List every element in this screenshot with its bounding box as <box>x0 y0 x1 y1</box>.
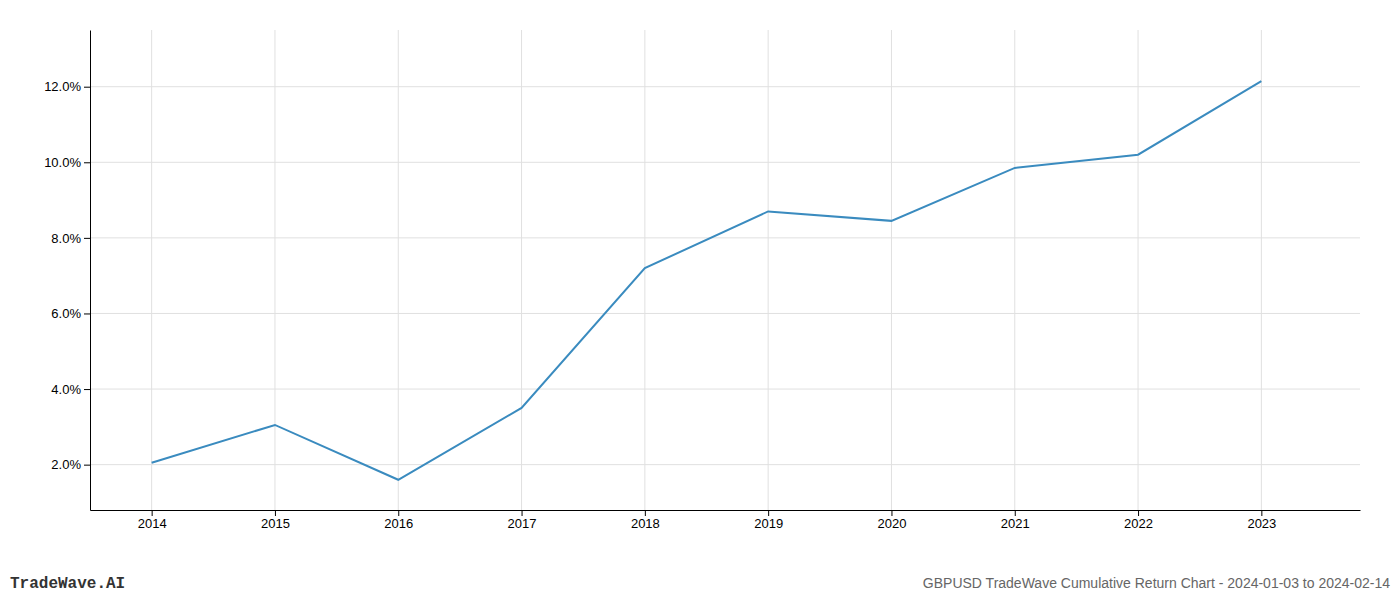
tick-mark <box>84 162 90 163</box>
tick-mark <box>1138 510 1139 516</box>
grid-line <box>1261 30 1262 510</box>
tick-label: 12.0% <box>44 79 81 94</box>
tick-label: 2023 <box>1247 516 1276 531</box>
tick-label: 2022 <box>1124 516 1153 531</box>
tick: 2021 <box>1001 510 1030 531</box>
grid-line <box>521 30 522 510</box>
marks <box>152 81 1262 480</box>
line <box>152 81 1262 480</box>
tick: 2017 <box>508 510 537 531</box>
title: GBPUSD TradeWave Cumulative Return Chart… <box>923 575 1390 591</box>
tick-mark <box>398 510 399 516</box>
tick: 8.0% <box>51 231 90 246</box>
tick-label: 2020 <box>877 516 906 531</box>
grid-line <box>151 30 152 510</box>
plot: 2014 2015 2016 2017 2018 2019 2020 2021 2022 2023… <box>44 30 1360 531</box>
axis-line <box>91 510 1361 511</box>
tick-label: 6.0% <box>51 306 81 321</box>
grid-line <box>1014 30 1015 510</box>
tick: 2023 <box>1247 510 1276 531</box>
tick: 10.0% <box>44 155 90 170</box>
grid-line <box>90 389 1360 390</box>
tick: 2018 <box>631 510 660 531</box>
grid-line <box>90 162 1360 163</box>
tick-label: 2.0% <box>51 457 81 472</box>
tick-label: 8.0% <box>51 231 81 246</box>
tick-label: 10.0% <box>44 155 81 170</box>
grid-line <box>398 30 399 510</box>
tick-mark <box>522 510 523 516</box>
axis-line <box>90 31 91 511</box>
tick-mark <box>1015 510 1016 516</box>
tick: 12.0% <box>44 79 90 94</box>
grid-line <box>1138 30 1139 510</box>
grid-line <box>768 30 769 510</box>
tick-label: 4.0% <box>51 382 81 397</box>
tick: 2016 <box>384 510 413 531</box>
tick-mark <box>1261 510 1262 516</box>
tick-label: 2015 <box>261 516 290 531</box>
tick: 4.0% <box>51 382 90 397</box>
tick-mark <box>84 465 90 466</box>
tick-label: 2017 <box>508 516 537 531</box>
tick-label: 2016 <box>384 516 413 531</box>
chart: 2014 2015 2016 2017 2018 2019 2020 2021 2022 2023… <box>0 0 1400 600</box>
grid-line <box>274 30 275 510</box>
grid-line <box>90 237 1360 238</box>
grid-line <box>90 313 1360 314</box>
tick-mark <box>84 238 90 239</box>
tick: 2015 <box>261 510 290 531</box>
grid-line <box>90 86 1360 87</box>
tick-label: 2021 <box>1001 516 1030 531</box>
tick-label: 2018 <box>631 516 660 531</box>
tick-mark <box>152 510 153 516</box>
grid-line <box>891 30 892 510</box>
tick-mark <box>84 389 90 390</box>
watermark: TradeWave.AI <box>10 575 125 593</box>
tick-label: 2019 <box>754 516 783 531</box>
tick: 2.0% <box>51 457 90 472</box>
tick: 2022 <box>1124 510 1153 531</box>
tick: 2020 <box>877 510 906 531</box>
grid <box>90 30 1360 510</box>
tick: 6.0% <box>51 306 90 321</box>
tick: 2014 <box>138 510 167 531</box>
x-axis: 2014 2015 2016 2017 2018 2019 2020 2021 2022 2023 <box>91 510 1361 531</box>
grid-line <box>90 464 1360 465</box>
tick-mark <box>275 510 276 516</box>
tick-mark <box>768 510 769 516</box>
tick-mark <box>891 510 892 516</box>
tick-mark <box>84 313 90 314</box>
tick-mark <box>84 87 90 88</box>
y-axis: 2.0% 4.0% 6.0% 8.0% 10.0% 12.0% <box>44 31 90 511</box>
tick-mark <box>645 510 646 516</box>
tick: 2019 <box>754 510 783 531</box>
tick-label: 2014 <box>138 516 167 531</box>
